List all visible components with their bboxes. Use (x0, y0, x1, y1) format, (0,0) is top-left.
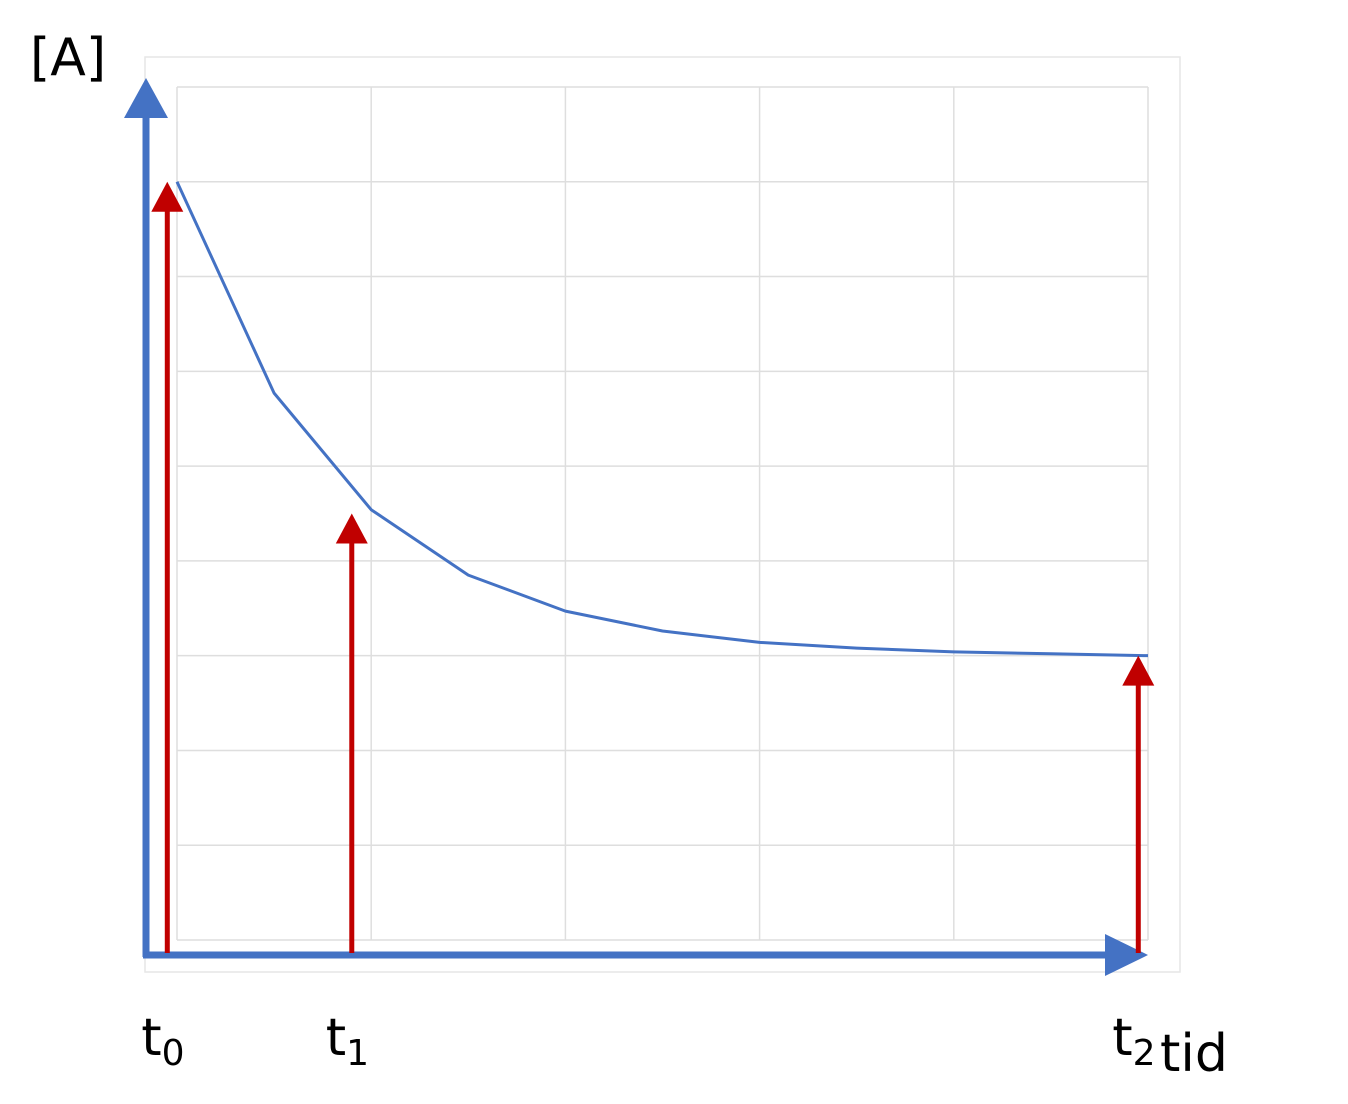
concentration-arrowhead (151, 181, 184, 212)
x-axis-label: tid (1160, 1024, 1228, 1084)
time-label-subscript: 2 (1132, 1033, 1156, 1074)
time-label-base: t (141, 1008, 162, 1068)
concentration-arrowhead (1122, 655, 1155, 686)
y-axis-arrowhead (124, 78, 168, 118)
y-axis-label: [A] (30, 28, 107, 88)
time-label-base: t (325, 1008, 347, 1068)
plot-frame (144, 56, 1181, 973)
x-axis-arrowhead (1105, 934, 1148, 976)
time-label-t2: t2 (1112, 1012, 1155, 1072)
time-label-subscript: 1 (346, 1033, 370, 1074)
concentration-arrowhead (335, 513, 368, 544)
time-label-t0: t0 (141, 1012, 184, 1072)
time-label-t1: t1 (326, 1012, 369, 1072)
time-label-subscript: 0 (161, 1033, 185, 1074)
decay-curve (175, 181, 1149, 658)
time-label-base: t (1112, 1008, 1133, 1068)
